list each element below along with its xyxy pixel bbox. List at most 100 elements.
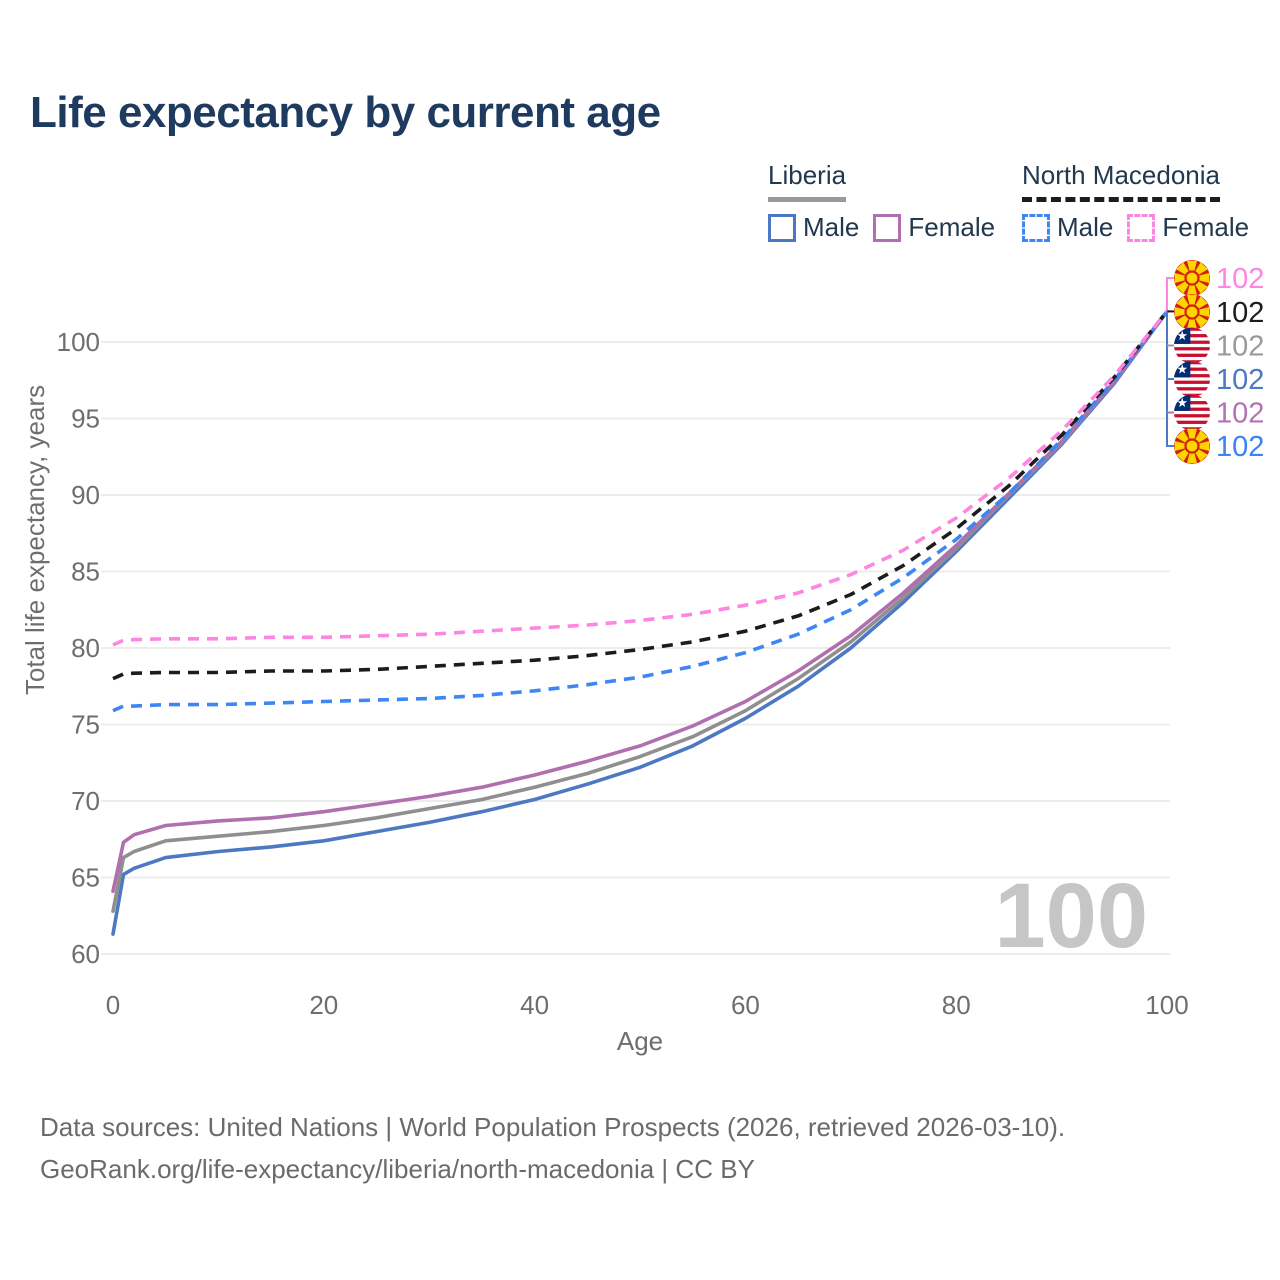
flag-part bbox=[1174, 420, 1210, 424]
x-axis-label: Age bbox=[617, 1026, 663, 1056]
nm-female-swatch-icon bbox=[1127, 213, 1156, 242]
flag-part bbox=[1174, 347, 1210, 351]
legend-item-liberia-male: Male bbox=[768, 212, 859, 243]
flag-part bbox=[1187, 294, 1197, 306]
flag-part bbox=[1198, 307, 1210, 317]
flag-part: ★ bbox=[1174, 361, 1210, 397]
flag-part bbox=[1174, 387, 1210, 391]
legend-country-north-macedonia: North Macedonia bbox=[1022, 160, 1220, 202]
flag-part bbox=[1174, 361, 1210, 365]
flag-part bbox=[1176, 448, 1190, 462]
flag-part bbox=[1187, 452, 1197, 464]
attribution-line: GeoRank.org/life-expectancy/liberia/nort… bbox=[40, 1154, 755, 1184]
flag-icon-north-macedonia bbox=[1174, 260, 1210, 296]
flag-part bbox=[1174, 353, 1210, 357]
flag-part bbox=[1174, 327, 1210, 331]
legend-group-liberia: Liberia Male Female bbox=[768, 160, 995, 243]
end-value-label-nm-both: 102 bbox=[1216, 297, 1264, 329]
flag-part bbox=[1198, 441, 1210, 451]
flag-part bbox=[1184, 438, 1200, 454]
flag-part: ★ bbox=[1176, 328, 1188, 343]
x-tick-label-40: 40 bbox=[520, 990, 549, 1020]
flag-part bbox=[1174, 414, 1210, 418]
flag-part bbox=[1194, 448, 1208, 462]
flag-icon-liberia: ★ bbox=[1174, 327, 1210, 364]
flag-part bbox=[1174, 380, 1210, 384]
flag-part bbox=[1194, 262, 1208, 276]
legend-country-liberia: Liberia bbox=[768, 160, 847, 202]
flag-part: ★ bbox=[1174, 394, 1210, 431]
flag-part bbox=[1174, 273, 1186, 283]
flag-part bbox=[1194, 280, 1208, 294]
flag-part bbox=[1174, 367, 1210, 371]
y-tick-label-80: 80 bbox=[71, 633, 100, 663]
legend-label-liberia-female: Female bbox=[908, 212, 996, 242]
end-value-label-liberia-female: 102 bbox=[1216, 398, 1264, 430]
end-value-label-liberia-both: 102 bbox=[1216, 331, 1264, 363]
x-tick-label-60: 60 bbox=[731, 990, 760, 1020]
flag-part bbox=[1186, 306, 1198, 318]
flag-icon-liberia: ★ bbox=[1174, 394, 1210, 431]
series-line-liberia-female bbox=[111, 309, 1169, 894]
nm-male-swatch-icon bbox=[1022, 213, 1050, 242]
x-tick-label-20: 20 bbox=[309, 990, 338, 1020]
x-tick-label-0: 0 bbox=[106, 990, 120, 1020]
flag-part bbox=[1174, 307, 1186, 317]
flag-part bbox=[1194, 314, 1208, 328]
connector-nm-female bbox=[1166, 277, 1174, 312]
flag-part bbox=[1194, 296, 1208, 310]
flag-part bbox=[1174, 401, 1210, 405]
flag-part bbox=[1176, 280, 1190, 294]
legend-item-liberia-female: Female bbox=[873, 212, 995, 243]
flag-part: ★ bbox=[1176, 362, 1188, 377]
flag-icon-north-macedonia bbox=[1174, 428, 1210, 464]
chart-footer: Data sources: United Nations | World Pop… bbox=[40, 1106, 1065, 1190]
flag-part: ★ bbox=[1176, 395, 1188, 410]
flag-part bbox=[1174, 334, 1210, 338]
end-value-label-nm-female: 102 bbox=[1216, 263, 1264, 295]
flag-icon-liberia: ★ bbox=[1174, 361, 1210, 397]
flag-icon-north-macedonia bbox=[1174, 294, 1210, 330]
liberia-male-swatch-icon bbox=[768, 213, 796, 242]
x-tick-label-80: 80 bbox=[942, 990, 971, 1020]
flag-part bbox=[1176, 314, 1190, 328]
flag-part bbox=[1187, 260, 1197, 272]
flag-part bbox=[1174, 340, 1210, 344]
end-value-label-nm-male: 102 bbox=[1216, 431, 1264, 463]
y-tick-label-95: 95 bbox=[71, 404, 100, 434]
legend: Liberia Male Female North Macedonia Male bbox=[0, 160, 1280, 250]
flag-part bbox=[1174, 394, 1210, 398]
y-tick-label-100: 100 bbox=[57, 327, 100, 357]
liberia-female-swatch-icon bbox=[873, 213, 902, 242]
flag-part bbox=[1186, 272, 1198, 284]
flag-part bbox=[1174, 407, 1210, 411]
series-line-liberia-male bbox=[111, 309, 1169, 936]
flag-part bbox=[1186, 440, 1198, 452]
series-line-nm-both bbox=[112, 310, 1169, 681]
series-line-nm-male bbox=[112, 310, 1169, 713]
legend-item-nm-female: Female bbox=[1127, 212, 1249, 243]
flag-part bbox=[1187, 428, 1197, 440]
y-tick-label-85: 85 bbox=[71, 557, 100, 587]
flag-part bbox=[1184, 304, 1200, 320]
legend-label-nm-female: Female bbox=[1162, 212, 1250, 242]
y-tick-label-65: 65 bbox=[71, 863, 100, 893]
y-tick-label-90: 90 bbox=[71, 480, 100, 510]
legend-group-north-macedonia: North Macedonia Male Female bbox=[1022, 160, 1249, 243]
flag-part bbox=[1187, 284, 1197, 296]
x-tick-label-100: 100 bbox=[1145, 990, 1188, 1020]
flag-part bbox=[1174, 441, 1186, 451]
flag-part bbox=[1194, 430, 1208, 444]
y-tick-label-60: 60 bbox=[71, 939, 100, 969]
flag-part bbox=[1176, 262, 1190, 276]
flag-part bbox=[1176, 430, 1190, 444]
flag-part: ★ bbox=[1174, 327, 1210, 364]
flag-part bbox=[1184, 270, 1200, 286]
series-line-nm-female bbox=[112, 310, 1169, 647]
y-tick-label-75: 75 bbox=[71, 710, 100, 740]
series-line-liberia-both bbox=[111, 309, 1169, 914]
flag-part bbox=[1187, 318, 1197, 330]
y-axis-label: Total life expectancy, years bbox=[20, 385, 50, 695]
y-tick-label-70: 70 bbox=[71, 786, 100, 816]
